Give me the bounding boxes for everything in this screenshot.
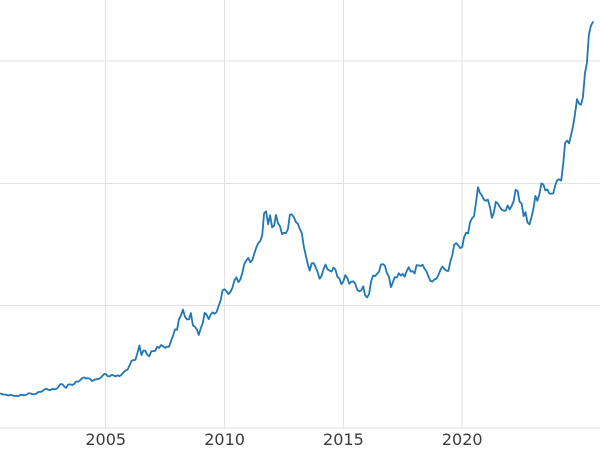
x-axis-tick-label: 2010 — [204, 430, 245, 449]
x-axis-tick-label: 2005 — [85, 430, 126, 449]
x-axis-tick-label: 2015 — [323, 430, 364, 449]
price-line-series — [0, 21, 594, 398]
x-axis-tick-label: 2020 — [442, 430, 483, 449]
